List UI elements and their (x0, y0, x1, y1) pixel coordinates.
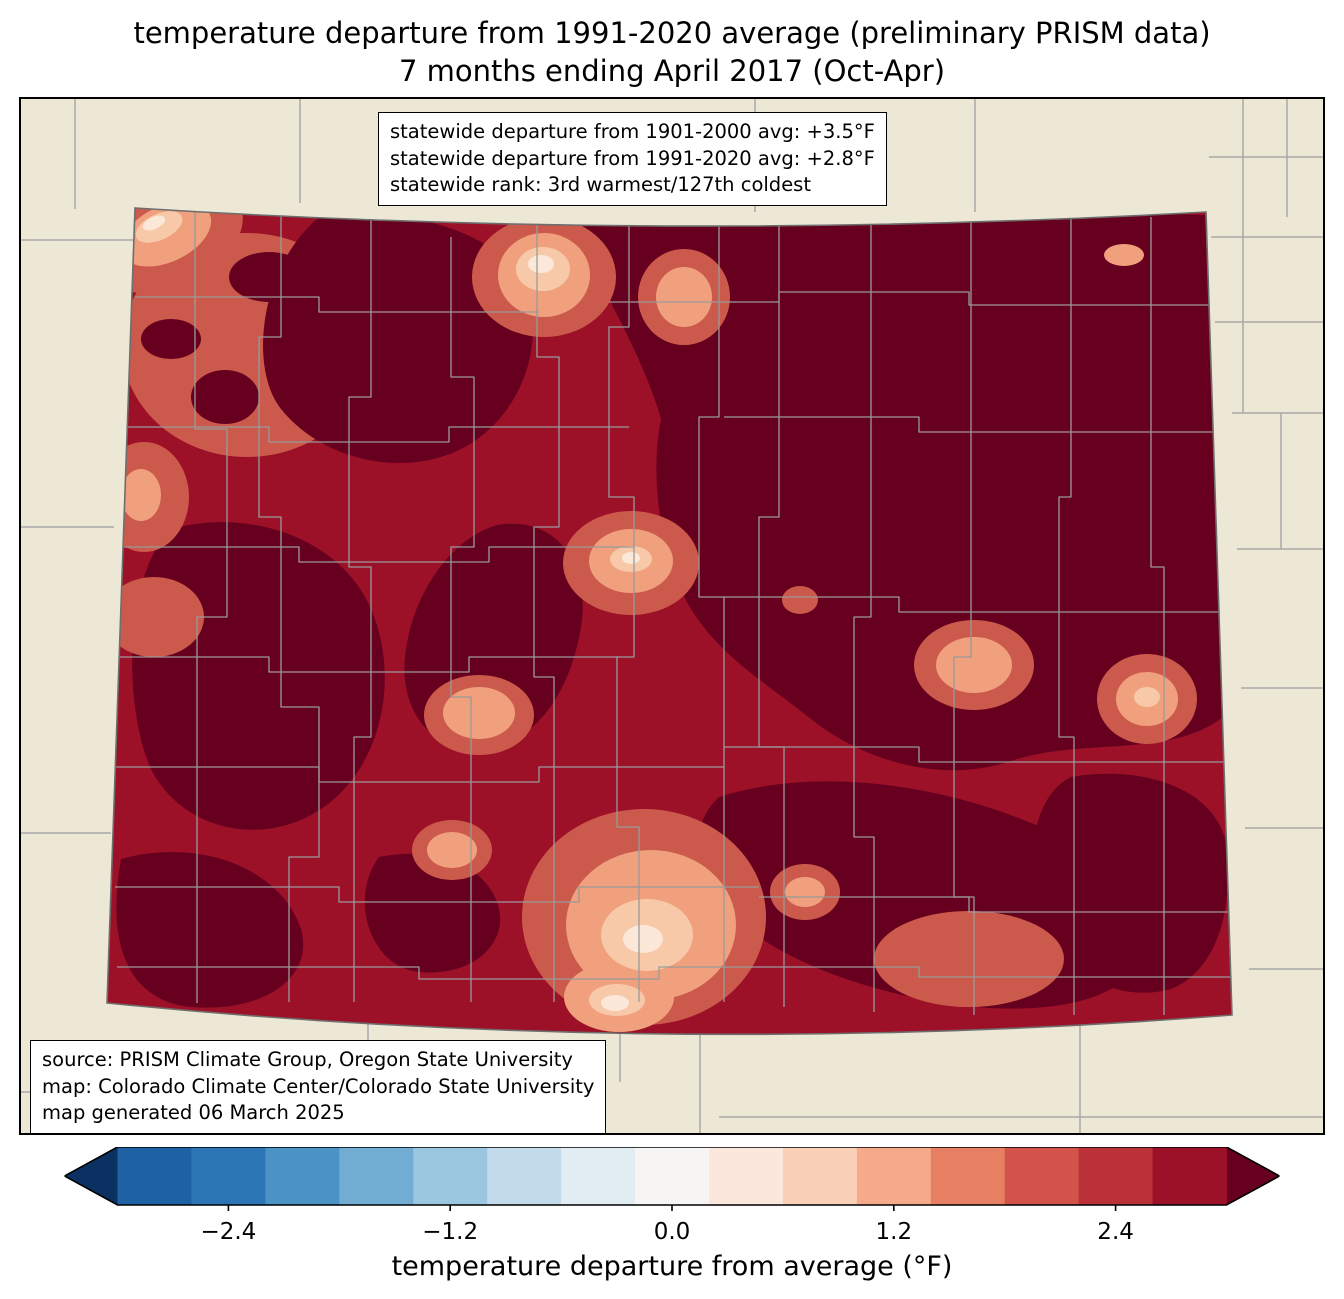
county-lines (107, 209, 1231, 1015)
title-line-2: 7 months ending April 2017 (Oct-Apr) (398, 54, 946, 89)
source-box: source: PRISM Climate Group, Oregon Stat… (30, 1040, 607, 1134)
state-border (106, 207, 1233, 1036)
stats-box: statewide departure from 1901-2000 avg: … (378, 112, 887, 206)
axes-frame (19, 97, 1325, 1135)
colorbar-tick: −1.2 (422, 1219, 479, 1245)
colorado-map (19, 97, 1325, 1135)
title-line-1: temperature departure from 1991-2020 ave… (133, 16, 1211, 50)
colorbar-tick: 0.0 (653, 1219, 691, 1245)
contour-cream (142, 215, 663, 1011)
stats-line-rank: statewide rank: 3rd warmest/127th coldes… (390, 173, 811, 197)
contour-dark (116, 208, 1229, 1009)
colorbar-label: temperature departure from average (°F) (391, 1251, 953, 1282)
colorbar-tick: 2.4 (1097, 1219, 1134, 1245)
colorbar-ticks: −2.4 −1.2 0.0 1.2 2.4 (65, 1217, 1280, 1251)
generated-line: map generated 06 March 2025 (42, 1101, 345, 1125)
colorbar-tick: −2.4 (200, 1219, 257, 1245)
colorbar: −2.4 −1.2 0.0 1.2 2.4 temperature depart… (62, 1146, 1282, 1282)
colorado-fill (107, 208, 1232, 1035)
colorbar-scale (62, 1146, 1282, 1211)
colorbar-tick: 1.2 (875, 1219, 913, 1245)
figure-title: temperature departure from 1991-2020 ave… (0, 14, 1344, 91)
stats-line-1991: statewide departure from 1991-2020 avg: … (390, 146, 875, 170)
map-credit-line: map: Colorado Climate Center/Colorado St… (42, 1074, 595, 1098)
map-area: statewide departure from 1901-2000 avg: … (19, 97, 1325, 1135)
stats-line-1901: statewide departure from 1901-2000 avg: … (390, 120, 875, 143)
source-line: source: PRISM Climate Group, Oregon Stat… (42, 1048, 573, 1071)
neighbor-state-lines (19, 97, 1325, 1135)
